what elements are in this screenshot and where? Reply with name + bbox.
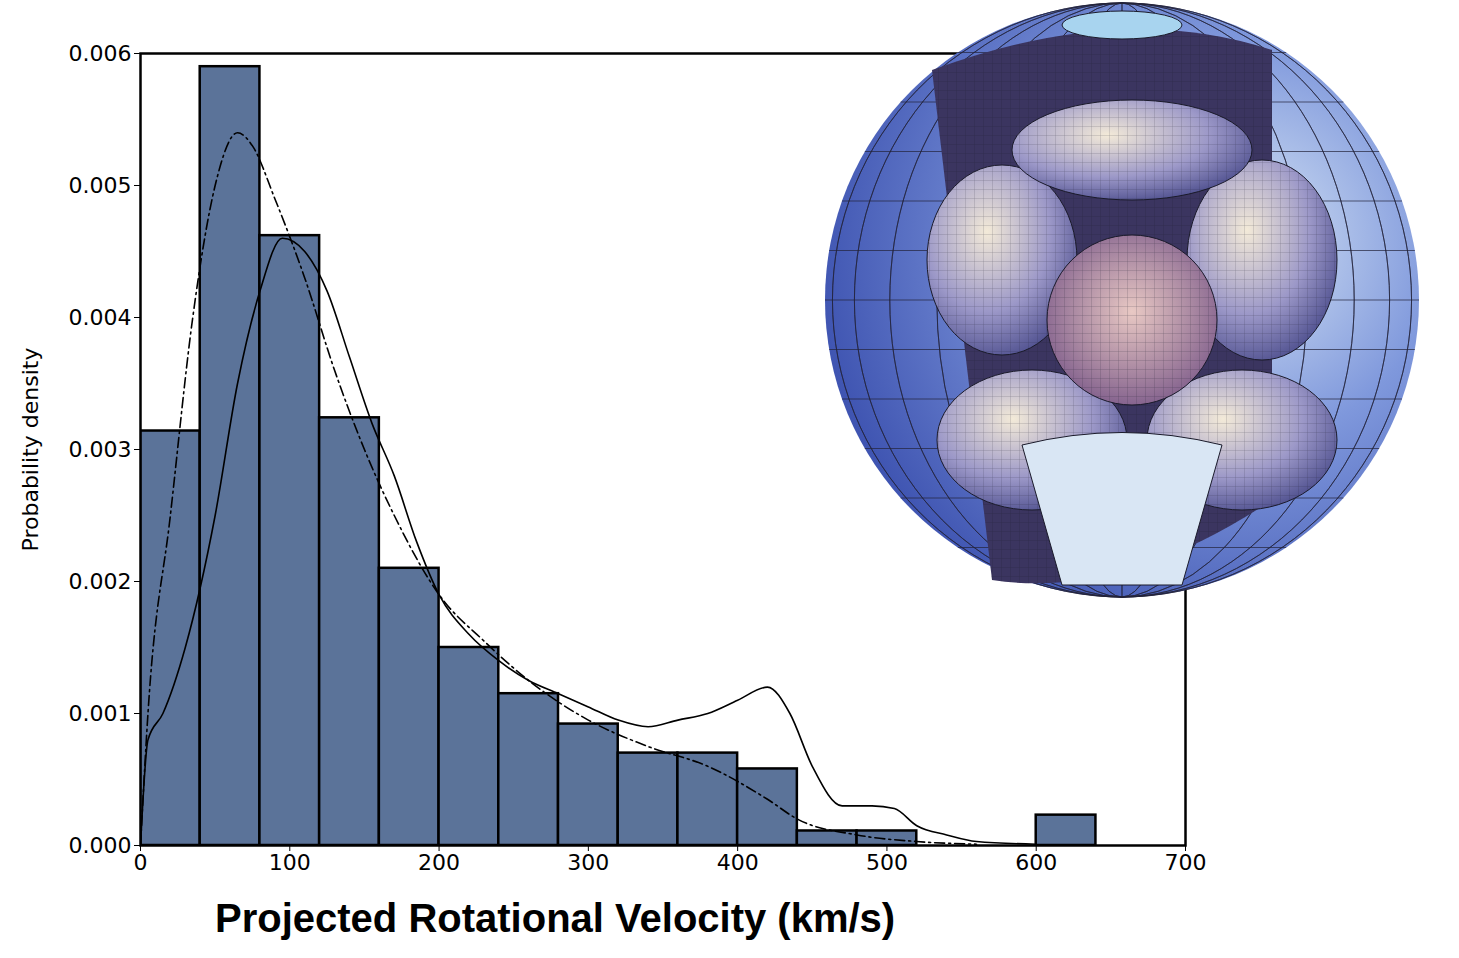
- svg-text:300: 300: [567, 850, 609, 875]
- svg-text:500: 500: [866, 850, 908, 875]
- svg-text:0.004: 0.004: [69, 305, 132, 330]
- svg-text:0: 0: [134, 850, 148, 875]
- svg-text:200: 200: [418, 850, 460, 875]
- svg-text:100: 100: [269, 850, 311, 875]
- svg-text:400: 400: [717, 850, 759, 875]
- svg-text:0.006: 0.006: [69, 41, 132, 66]
- html-text:Projected Rotational Velocity: Projected Rotational Velocity (km/s): [215, 896, 896, 940]
- svg-text:0.005: 0.005: [69, 173, 132, 198]
- svg-text:Probability density: Probability density: [18, 348, 43, 552]
- svg-text:0.001: 0.001: [69, 701, 132, 726]
- svg-text:600: 600: [1015, 850, 1057, 875]
- svg-text:700: 700: [1165, 850, 1207, 875]
- svg-text:0.003: 0.003: [69, 437, 132, 462]
- svg-text:0.002: 0.002: [69, 569, 132, 594]
- svg-text:0.000: 0.000: [69, 833, 132, 858]
